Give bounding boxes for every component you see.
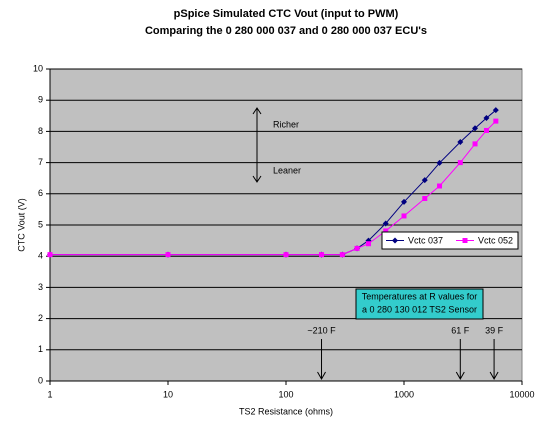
- x-tick-label: 10: [163, 389, 173, 399]
- y-tick-label: 10: [33, 63, 43, 73]
- marker-label: ~210 F: [307, 325, 336, 335]
- y-tick-label: 5: [38, 219, 43, 229]
- marker-label: 61 F: [451, 325, 470, 335]
- data-point: [422, 195, 428, 201]
- annotation-box-text: a 0 280 130 012 TS2 Sensor: [362, 304, 477, 314]
- x-tick-label: 10000: [509, 389, 534, 399]
- data-point: [401, 213, 407, 219]
- y-tick-label: 8: [38, 126, 43, 136]
- marker-arrow: [489, 339, 499, 381]
- data-point: [457, 160, 463, 166]
- x-tick-label: 100: [278, 389, 293, 399]
- y-tick-label: 7: [38, 157, 43, 167]
- x-tick-label: 1000: [394, 389, 414, 399]
- data-point: [354, 245, 360, 251]
- annotation-box: [355, 288, 484, 320]
- data-point: [483, 127, 489, 133]
- data-point: [472, 141, 478, 147]
- marker-arrow: [317, 339, 326, 381]
- data-point: [483, 114, 490, 121]
- chart-title: pSpice Simulated CTC Vout (input to PWM): [174, 8, 399, 20]
- legend-marker: [392, 237, 398, 244]
- data-point: [421, 177, 428, 184]
- x-tick-label: 1: [47, 389, 52, 399]
- y-tick-label: 3: [38, 282, 43, 292]
- data-point: [383, 228, 389, 234]
- y-tick-label: 6: [38, 188, 43, 198]
- data-point: [493, 118, 499, 124]
- chart-subtitle: Comparing the 0 280 000 037 and 0 280 00…: [145, 25, 427, 37]
- double-arrow: [252, 107, 262, 183]
- data-point: [165, 252, 171, 258]
- legend-label: Vctc 037: [408, 235, 443, 245]
- data-point: [339, 252, 345, 258]
- data-point: [47, 252, 53, 258]
- data-point: [382, 220, 389, 227]
- data-point: [492, 107, 499, 114]
- x-axis-label: TS2 Resistance (ohms): [239, 406, 333, 416]
- data-point: [472, 125, 479, 132]
- data-point: [365, 241, 371, 247]
- data-point: [283, 252, 289, 258]
- annotation: Leaner: [273, 165, 301, 175]
- y-tick-label: 2: [38, 313, 43, 323]
- data-point: [457, 139, 464, 146]
- y-tick-label: 4: [38, 251, 43, 261]
- annotation-box-text: Temperatures at R values for: [362, 291, 478, 301]
- annotation: Richer: [273, 119, 299, 129]
- marker-label: 39 F: [485, 325, 504, 335]
- legend-marker: [462, 238, 468, 243]
- y-tick-label: 9: [38, 95, 43, 105]
- data-point: [436, 159, 443, 166]
- y-axis-label: CTC Vout (V): [16, 198, 26, 252]
- data-point: [319, 252, 325, 258]
- y-tick-label: 0: [38, 375, 43, 385]
- marker-arrow: [455, 339, 465, 381]
- y-tick-label: 1: [38, 344, 43, 354]
- data-point: [437, 183, 443, 189]
- data-point: [401, 198, 407, 205]
- legend: [381, 231, 519, 250]
- legend-label: Vctc 052: [478, 235, 513, 245]
